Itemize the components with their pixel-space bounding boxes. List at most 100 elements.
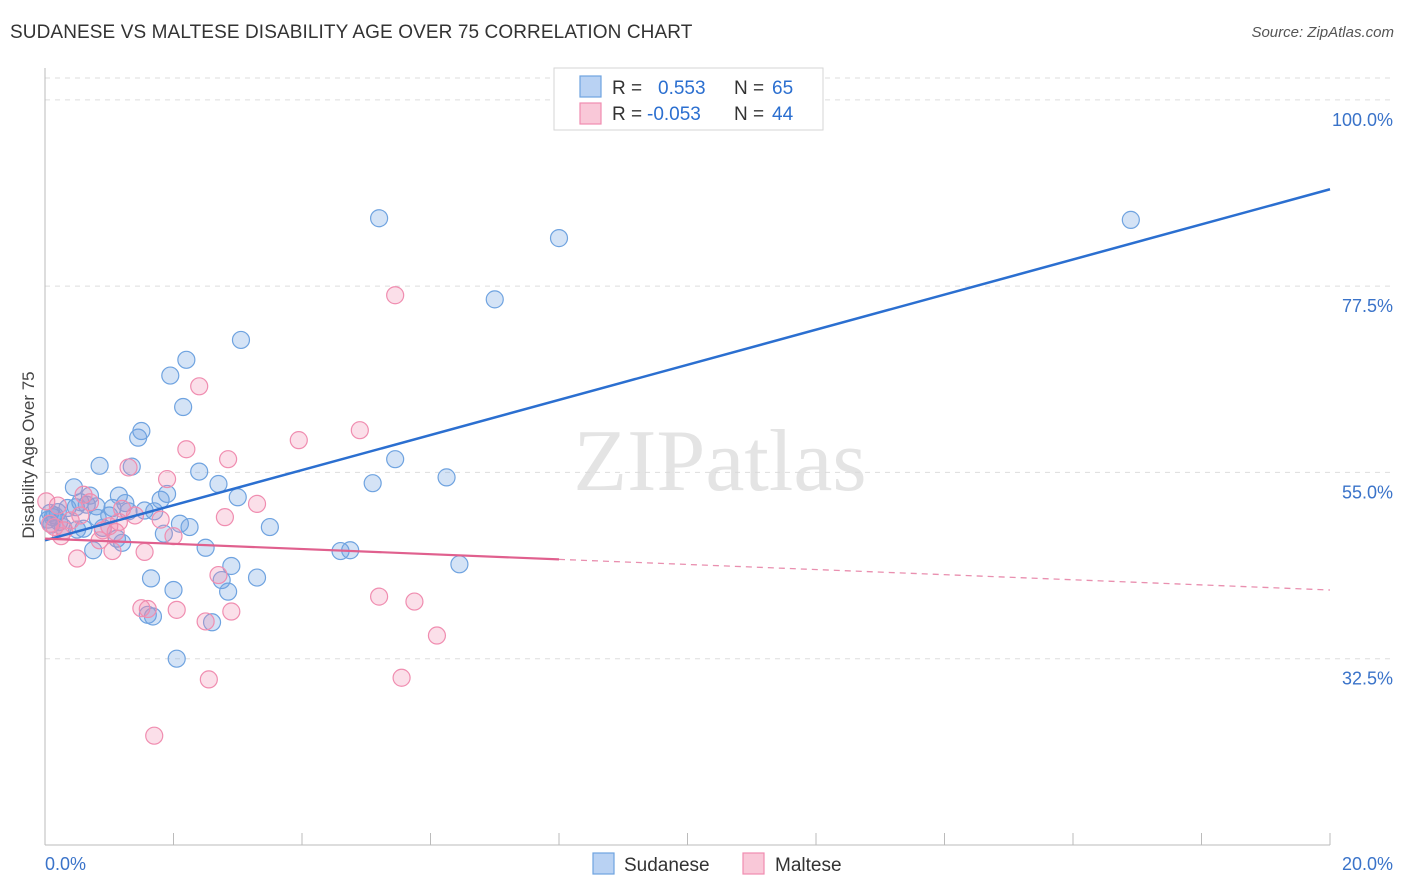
sudanese-point (219, 582, 238, 601)
maltese-point (151, 510, 170, 529)
maltese-point (196, 612, 215, 631)
maltese-points (37, 286, 447, 745)
sudanese-point (1121, 210, 1140, 229)
sudanese-point (90, 456, 109, 475)
maltese-point (132, 599, 151, 618)
trend-lines (44, 188, 1331, 591)
maltese-point (119, 458, 138, 477)
chart-title: SUDANESE VS MALTESE DISABILITY AGE OVER … (10, 22, 693, 43)
maltese-point (45, 517, 64, 537)
sudanese-point (141, 569, 161, 588)
legend-n-value-2: 44 (772, 104, 794, 125)
sudanese-point (84, 541, 103, 560)
legend-r-label-2: R = (612, 104, 642, 125)
source-label: Source: ZipAtlas.com (1251, 24, 1394, 41)
maltese-point (164, 527, 183, 546)
sudanese-point (485, 290, 504, 309)
grid-lines (45, 77, 1395, 660)
sudanese-point (222, 556, 241, 576)
sudanese-point (437, 468, 456, 487)
maltese-point (71, 506, 90, 525)
legend-bottom-swatch-sudanese (592, 852, 615, 875)
maltese-point (405, 592, 424, 611)
sudanese-point (260, 517, 279, 537)
maltese-trend-line (44, 537, 560, 561)
sudanese-point (212, 570, 231, 590)
legend-series: Sudanese Maltese (592, 852, 842, 876)
watermark: ZIPatlas (573, 413, 866, 510)
maltese-point (392, 668, 411, 687)
y-axis-label: Disability Age Over 75 (19, 371, 38, 538)
maltese-point (177, 440, 196, 459)
sudanese-point (247, 568, 267, 587)
sudanese-point (167, 649, 186, 668)
sudanese-point (228, 488, 247, 507)
y-tick-label: 77.5% (1342, 296, 1393, 316)
maltese-point (68, 549, 87, 568)
maltese-point (37, 492, 56, 511)
legend-r-value-1: 0.553 (658, 78, 706, 99)
legend-r-value-2: -0.053 (647, 104, 701, 125)
maltese-point (215, 508, 234, 527)
maltese-point (103, 541, 122, 561)
legend-bottom-swatch-maltese (742, 852, 765, 875)
maltese-point (350, 421, 369, 440)
maltese-point (74, 485, 93, 504)
sudanese-point (132, 421, 151, 441)
maltese-point (167, 600, 186, 619)
maltese-point (61, 511, 80, 530)
maltese-trend-line-extension (558, 558, 1331, 591)
legend-r-label-1: R = (612, 78, 642, 99)
maltese-point (80, 493, 100, 512)
sudanese-point (386, 450, 405, 469)
sudanese-point (363, 474, 382, 493)
y-tick-label: 32.5% (1342, 669, 1393, 689)
sudanese-trend-line (44, 188, 1331, 542)
maltese-point (386, 286, 405, 305)
legend-n-label-1: N = (734, 78, 764, 99)
sudanese-point (209, 474, 228, 494)
maltese-point (135, 542, 154, 562)
axes (44, 68, 1331, 846)
sudanese-point (80, 486, 100, 505)
sudanese-point (157, 484, 177, 504)
maltese-point (48, 496, 67, 515)
sudanese-point (164, 580, 183, 600)
maltese-point (222, 602, 241, 621)
sudanese-point (450, 555, 469, 574)
legend-swatch-sudanese (579, 75, 602, 98)
maltese-point (219, 450, 238, 469)
maltese-point (190, 377, 209, 396)
x-tick-labels: 0.0% 20.0% (45, 854, 1393, 874)
y-tick-label: 55.0% (1342, 482, 1393, 502)
legend-stats: R = 0.553 N = 65 R = -0.053 N = 44 (553, 67, 824, 131)
maltese-point (427, 626, 447, 645)
maltese-point (145, 726, 164, 745)
maltese-point (157, 469, 177, 489)
maltese-point (199, 670, 218, 689)
maltese-point (209, 565, 228, 585)
legend-n-value-1: 65 (772, 78, 793, 99)
legend-swatch-maltese (579, 102, 602, 125)
sudanese-point (370, 209, 389, 228)
legend-bottom-label-maltese: Maltese (775, 855, 842, 876)
sudanese-point (231, 330, 251, 350)
sudanese-point (202, 613, 222, 632)
legend-bottom-label-sudanese: Sudanese (624, 855, 710, 876)
y-tick-labels: 32.5% 55.0% 77.5% 100.0% (1332, 110, 1393, 689)
y-tick-label: 100.0% (1332, 110, 1393, 130)
legend-n-label-2: N = (734, 104, 764, 125)
sudanese-point (161, 366, 180, 385)
maltese-point (138, 599, 157, 619)
maltese-point (247, 494, 267, 513)
sudanese-point (549, 229, 569, 248)
sudanese-point (190, 462, 209, 481)
x-tick-label: 0.0% (45, 854, 86, 874)
sudanese-point (177, 350, 196, 369)
maltese-point (289, 431, 308, 450)
x-tick-label: 20.0% (1342, 854, 1393, 874)
maltese-point (370, 587, 389, 606)
sudanese-point (196, 538, 215, 557)
sudanese-point (174, 397, 193, 417)
